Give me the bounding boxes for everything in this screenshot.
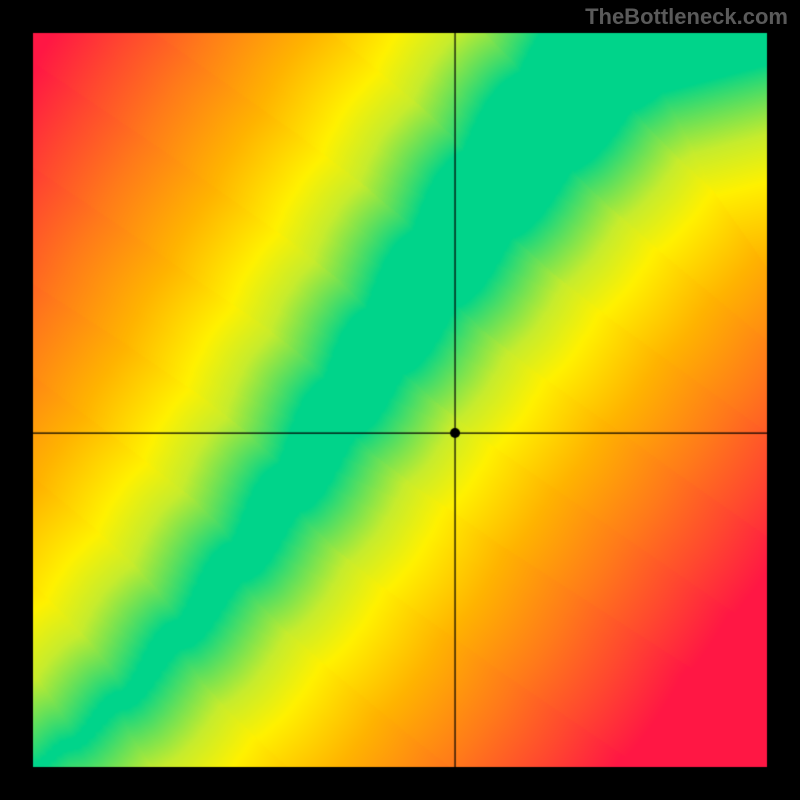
chart-container: TheBottleneck.com	[0, 0, 800, 800]
bottleneck-heatmap	[0, 0, 800, 800]
watermark-text: TheBottleneck.com	[585, 4, 788, 30]
